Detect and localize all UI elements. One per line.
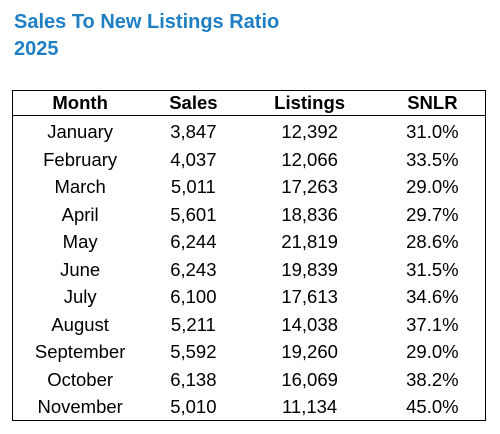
table-row: April 5,601 18,836 29.7% — [13, 201, 485, 229]
cell-sales: 5,211 — [170, 313, 216, 335]
snlr-table: Month Sales Listings SNLR January 3,847 12… — [13, 91, 485, 421]
cell-listings: 11,134 — [282, 396, 338, 417]
cell-sales: 5,010 — [170, 396, 217, 417]
table-row: October 6,138 16,069 38.2% — [13, 366, 485, 394]
snlr-table-container: Month Sales Listings SNLR January 3,847 12… — [12, 90, 486, 421]
table-row: May 6,244 21,819 28.6% — [13, 228, 485, 256]
cell-sales: 3,847 — [170, 121, 217, 142]
table-row: August 5,211 14,038 37.1% — [13, 311, 485, 339]
cell-month: March — [54, 176, 106, 197]
cell-listings: 14,038 — [281, 313, 338, 335]
cell-month: May — [62, 231, 98, 252]
column-header-snlr: SNLR — [379, 91, 485, 116]
table-row: June 6,243 19,839 31.5% — [13, 256, 485, 284]
cell-month: October — [47, 368, 114, 390]
table-row: February 4,037 12,066 33.5% — [13, 146, 485, 174]
cell-listings: 21,819 — [281, 231, 338, 252]
cell-month: June — [60, 258, 101, 280]
cell-snlr: 33.5% — [406, 148, 459, 170]
table-row: January 3,847 12,392 31.0% — [13, 116, 485, 146]
cell-snlr: 37.1% — [406, 313, 459, 335]
column-header-sales: Sales — [147, 91, 240, 116]
cell-snlr: 29.7% — [406, 203, 459, 225]
cell-snlr: 31.0% — [406, 121, 459, 142]
cell-snlr: 29.0% — [406, 341, 459, 362]
cell-month: November — [37, 396, 123, 417]
table-body: January 3,847 12,392 31.0% February 4,037 12,0… — [13, 116, 485, 421]
cell-snlr: 31.5% — [406, 258, 459, 280]
table-header-row: Month Sales Listings SNLR — [13, 91, 485, 116]
cell-sales: 6,138 — [170, 368, 217, 390]
cell-sales: 6,100 — [170, 286, 217, 307]
cell-listings: 16,069 — [281, 368, 338, 390]
cell-snlr: 29.0% — [406, 176, 459, 197]
cell-snlr: 34.6% — [406, 286, 459, 307]
cell-sales: 6,244 — [170, 231, 217, 252]
chart-title-line1: Sales To New Listings Ratio — [14, 11, 280, 33]
cell-sales: 5,011 — [170, 176, 216, 197]
cell-month: January — [47, 121, 114, 142]
column-header-month: Month — [13, 91, 148, 116]
cell-sales: 6,243 — [170, 258, 217, 280]
table-row: July 6,100 17,613 34.6% — [13, 283, 485, 311]
cell-sales: 5,592 — [170, 341, 217, 362]
cell-listings: 19,839 — [281, 258, 338, 280]
cell-listings: 18,836 — [281, 203, 338, 225]
table-row: March 5,011 17,263 29.0% — [13, 173, 485, 201]
table-row: September 5,592 19,260 29.0% — [13, 338, 485, 366]
cell-snlr: 45.0% — [406, 396, 459, 417]
column-header-listings: Listings — [239, 91, 380, 116]
cell-month: July — [63, 286, 97, 307]
cell-listings: 17,263 — [281, 176, 338, 197]
cell-listings: 17,613 — [281, 286, 338, 307]
cell-snlr: 28.6% — [406, 231, 459, 252]
cell-month: August — [51, 313, 109, 335]
cell-month: April — [61, 203, 99, 225]
cell-listings: 12,066 — [281, 148, 338, 170]
cell-snlr: 38.2% — [406, 368, 459, 390]
cell-sales: 5,601 — [170, 203, 217, 225]
cell-month: September — [34, 341, 126, 362]
chart-title-line2: 2025 — [14, 38, 59, 60]
chart-title: Sales To New Listings Ratio 2025 — [14, 9, 279, 63]
cell-sales: 4,037 — [170, 148, 217, 170]
table-row: November 5,010 11,134 45.0% — [13, 393, 485, 421]
cell-listings: 12,392 — [281, 121, 338, 142]
cell-month: February — [43, 148, 118, 170]
cell-listings: 19,260 — [281, 341, 338, 362]
